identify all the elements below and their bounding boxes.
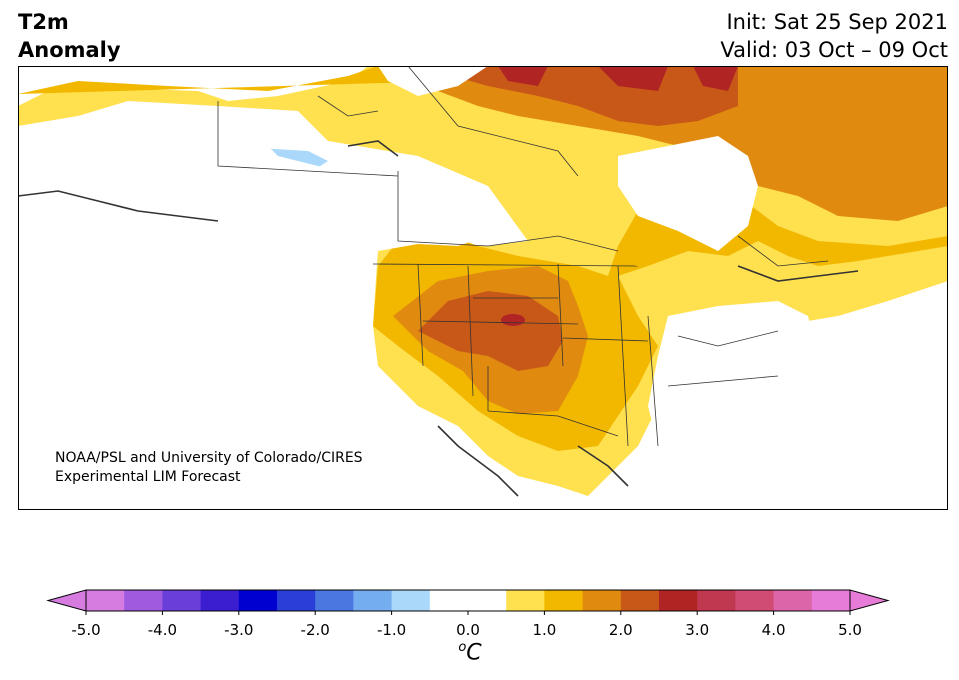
neutral-southeast <box>648 301 818 461</box>
colorbar-segment <box>773 590 813 611</box>
colorbar-segment <box>238 590 278 611</box>
forecast-dates: Init: Sat 25 Sep 2021 Valid: 03 Oct – 09… <box>720 8 948 64</box>
colorbar-max-extend <box>849 589 890 612</box>
anomaly-band-5 <box>498 66 548 86</box>
colorbar-segments <box>46 589 890 612</box>
colorbar-segment <box>353 590 393 611</box>
colorbar-segment <box>277 590 316 611</box>
credit-line-1: NOAA/PSL and University of Colorado/CIRE… <box>55 450 363 466</box>
colorbar-ticks: -5.0 -4.0 -3.0 -2.0 -1.0 0.0 1.0 2.0 3.0 4.0 5.0 <box>71 611 862 639</box>
colorbar-tick-label: -5.0 <box>71 621 100 639</box>
colorbar-tick-label: 2.0 <box>609 621 633 639</box>
colorbar-segment <box>697 590 736 611</box>
init-date: Init: Sat 25 Sep 2021 <box>726 10 948 34</box>
colorbar-segment <box>200 590 240 611</box>
colorbar-tick-label: -1.0 <box>377 621 406 639</box>
colorbar: -5.0 -4.0 -3.0 -2.0 -1.0 0.0 1.0 2.0 3.0 4.0 5.0 <box>46 589 890 639</box>
variable-name: T2m <box>18 10 69 34</box>
unit-degree-symbol: o <box>458 640 467 655</box>
colorbar-segment <box>582 590 622 611</box>
colorbar-segment <box>391 590 431 611</box>
political-borders <box>217 66 829 447</box>
colorbar-tick-label: 4.0 <box>762 621 786 639</box>
map-frame <box>18 66 948 510</box>
unit-letter: C <box>466 640 482 666</box>
anomaly-band-4-west <box>418 291 563 371</box>
valid-range: Valid: 03 Oct – 09 Oct <box>720 38 948 62</box>
credit-text: NOAA/PSL and University of Colorado/CIRE… <box>55 449 363 487</box>
colorbar-tick-label: 3.0 <box>685 621 709 639</box>
colorbar-segment <box>506 590 545 611</box>
colorbar-segment <box>429 590 469 611</box>
colorbar-tick-label: 5.0 <box>838 621 862 639</box>
colorbar-tick-label: 1.0 <box>532 621 556 639</box>
anomaly-band-5c <box>693 66 738 91</box>
anomaly-map <box>18 66 948 510</box>
colorbar-segment <box>544 590 584 611</box>
colorbar-segment <box>315 590 354 611</box>
colorbar-segment <box>811 590 851 611</box>
colorbar-segment <box>468 590 507 611</box>
colorbar-tick-label: 0.0 <box>456 621 480 639</box>
anomaly-band-3 <box>388 66 948 221</box>
neutral-arctic <box>378 66 488 96</box>
credit-line-2: Experimental LIM Forecast <box>55 469 241 485</box>
unit-label: oC <box>440 640 500 665</box>
neutral-alaska <box>18 111 488 326</box>
anomaly-band-2 <box>18 66 948 451</box>
colorbar-segment <box>124 590 163 611</box>
colorbar-segment <box>162 590 202 611</box>
colorbar-tick-label: -3.0 <box>224 621 253 639</box>
colorbar-min-extend <box>46 589 87 612</box>
variable-subtitle: Anomaly <box>18 38 121 62</box>
colorbar-tick-label: -2.0 <box>301 621 330 639</box>
colorbar-tick-label: -4.0 <box>148 621 177 639</box>
neutral-hudson <box>618 136 758 251</box>
map-title: T2m Anomaly <box>18 8 121 64</box>
colorbar-segment <box>659 590 698 611</box>
anomaly-band-5-colorado <box>501 314 525 326</box>
anomaly-band-5b <box>598 66 668 91</box>
coastlines <box>18 140 859 497</box>
colorbar-segment <box>86 590 125 611</box>
colorbar-segment <box>620 590 660 611</box>
colorbar-segment <box>735 590 775 611</box>
